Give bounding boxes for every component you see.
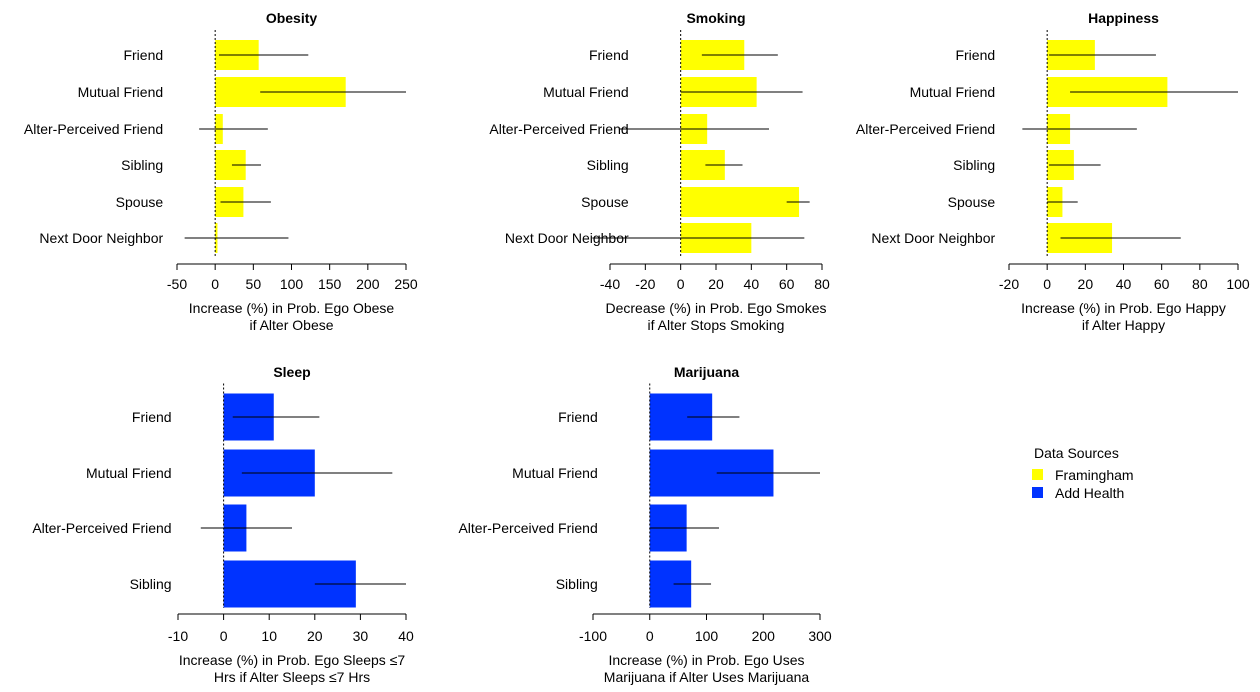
category-label: Mutual Friend xyxy=(543,84,629,100)
x-tick-label: -10 xyxy=(168,628,188,644)
x-tick-label: 100 xyxy=(1226,276,1250,292)
x-axis-label-line2: if Alter Happy xyxy=(1082,317,1165,333)
x-tick-label: 80 xyxy=(1192,276,1208,292)
category-label: Sibling xyxy=(121,157,163,173)
panel-sleep: Sleep Friend Mutual Friend Alter-Perceived … xyxy=(32,364,414,685)
x-tick-label: -100 xyxy=(579,628,607,644)
category-label: Friend xyxy=(132,409,172,425)
x-tick-label: 0 xyxy=(646,628,654,644)
x-axis-label-line1: Increase (%) in Prob. Ego Obese xyxy=(189,300,395,316)
x-tick-label: 0 xyxy=(677,276,685,292)
category-label: Alter-Perceived Friend xyxy=(32,520,171,536)
category-label: Friend xyxy=(589,47,629,63)
category-label: Sibling xyxy=(587,157,629,173)
x-tick-label: 100 xyxy=(280,276,304,292)
panel-obesity: Obesity Friend Mutual Friend Alter-Perceive… xyxy=(24,10,418,333)
x-tick-label: 40 xyxy=(1116,276,1132,292)
chart-panels: Obesity Friend Mutual Friend Alter-Perceive… xyxy=(24,10,1250,685)
x-axis-label-line1: Decrease (%) in Prob. Ego Smokes xyxy=(606,300,827,316)
category-label: Alter-Perceived Friend xyxy=(458,520,597,536)
x-tick-label: 40 xyxy=(744,276,760,292)
category-label: Mutual Friend xyxy=(910,84,996,100)
category-label: Sibling xyxy=(953,157,995,173)
category-label: Mutual Friend xyxy=(78,84,164,100)
category-label: Spouse xyxy=(581,194,629,210)
category-label: Friend xyxy=(123,47,163,63)
legend-label-add-health: Add Health xyxy=(1055,485,1124,501)
category-label: Sibling xyxy=(130,576,172,592)
x-axis-label-line1: Increase (%) in Prob. Ego Sleeps ≤7 xyxy=(179,652,406,668)
category-label: Next Door Neighbor xyxy=(871,230,995,246)
x-tick-label: -20 xyxy=(635,276,655,292)
x-tick-label: 100 xyxy=(695,628,719,644)
x-tick-label: -40 xyxy=(600,276,620,292)
panel-title: Happiness xyxy=(1088,10,1159,26)
category-label: Next Door Neighbor xyxy=(39,230,163,246)
x-tick-label: -20 xyxy=(999,276,1019,292)
x-tick-label: 60 xyxy=(1154,276,1170,292)
x-tick-label: 20 xyxy=(708,276,724,292)
category-label: Alter-Perceived Friend xyxy=(489,121,628,137)
panel-title: Marijuana xyxy=(674,364,740,380)
x-tick-label: 250 xyxy=(394,276,418,292)
x-tick-label: -50 xyxy=(167,276,187,292)
legend-swatch-add-health xyxy=(1032,487,1043,498)
category-label: Mutual Friend xyxy=(512,465,598,481)
x-tick-label: 30 xyxy=(353,628,369,644)
x-tick-label: 200 xyxy=(356,276,380,292)
legend-swatch-framingham xyxy=(1032,469,1043,480)
category-label: Mutual Friend xyxy=(86,465,172,481)
x-tick-label: 300 xyxy=(808,628,832,644)
x-tick-label: 200 xyxy=(752,628,776,644)
x-axis-label-line2: Marijuana if Alter Uses Marijuana xyxy=(604,669,810,685)
category-label: Spouse xyxy=(116,194,164,210)
category-label: Next Door Neighbor xyxy=(505,230,629,246)
category-label: Sibling xyxy=(556,576,598,592)
x-tick-label: 0 xyxy=(1043,276,1051,292)
panel-happiness: Happiness Friend Mutual Friend Alter-Percei… xyxy=(856,10,1250,333)
x-tick-label: 40 xyxy=(398,628,414,644)
panel-marijuana: Marijuana Friend Mutual Friend Alter-Percei… xyxy=(458,364,831,685)
panel-title: Obesity xyxy=(266,10,318,26)
legend: Data Sources Framingham Add Health xyxy=(1032,445,1134,501)
x-tick-label: 150 xyxy=(318,276,342,292)
x-tick-label: 50 xyxy=(246,276,262,292)
legend-label-framingham: Framingham xyxy=(1055,467,1134,483)
x-axis-label-line1: Increase (%) in Prob. Ego Uses xyxy=(608,652,804,668)
x-axis-label-line1: Increase (%) in Prob. Ego Happy xyxy=(1021,300,1226,316)
panel-smoking: Smoking Friend Mutual Friend Alter-Perceive… xyxy=(489,10,830,333)
x-tick-label: 60 xyxy=(779,276,795,292)
category-label: Spouse xyxy=(948,194,996,210)
x-axis-label-line2: Hrs if Alter Sleeps ≤7 Hrs xyxy=(214,669,370,685)
legend-title: Data Sources xyxy=(1034,445,1119,461)
x-tick-label: 20 xyxy=(1078,276,1094,292)
category-label: Friend xyxy=(955,47,995,63)
category-label: Alter-Perceived Friend xyxy=(856,121,995,137)
x-tick-label: 0 xyxy=(211,276,219,292)
x-tick-label: 80 xyxy=(814,276,830,292)
panel-title: Sleep xyxy=(273,364,310,380)
category-label: Alter-Perceived Friend xyxy=(24,121,163,137)
x-tick-label: 0 xyxy=(220,628,228,644)
bar xyxy=(680,187,800,217)
x-tick-label: 20 xyxy=(307,628,323,644)
x-tick-label: 10 xyxy=(261,628,277,644)
x-axis-label-line2: if Alter Stops Smoking xyxy=(648,317,785,333)
category-label: Friend xyxy=(558,409,598,425)
x-axis-label-line2: if Alter Obese xyxy=(249,317,333,333)
panel-title: Smoking xyxy=(686,10,745,26)
